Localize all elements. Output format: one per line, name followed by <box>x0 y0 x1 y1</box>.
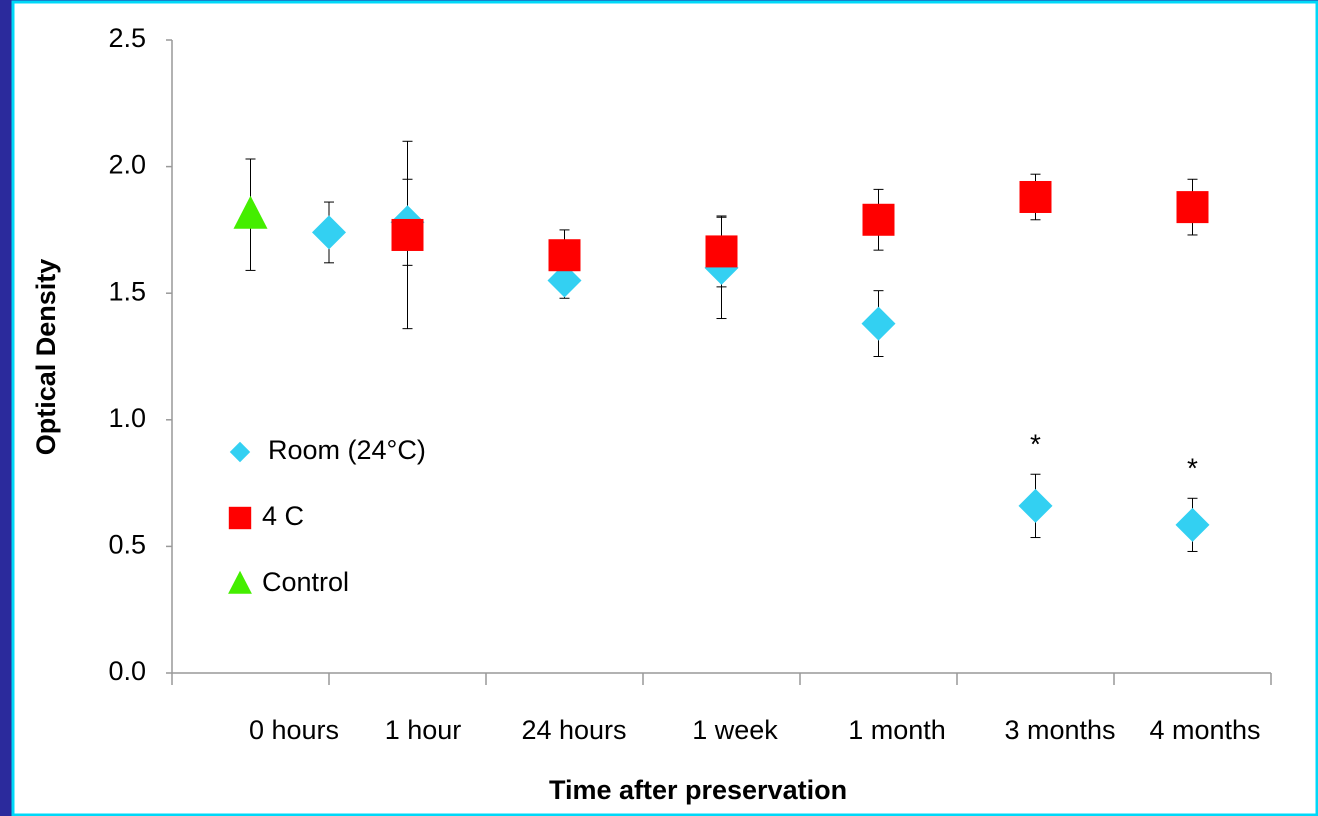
x-category-label: 1 hour <box>385 715 462 745</box>
annotation: * <box>1187 453 1198 484</box>
x-category-label: 1 month <box>848 715 946 745</box>
square-marker <box>705 235 738 268</box>
square-marker <box>862 203 895 236</box>
x-category-label: 24 hours <box>521 715 626 745</box>
legend-marker <box>229 441 251 463</box>
x-category-label: 3 months <box>1004 715 1115 745</box>
legend-marker <box>228 570 252 594</box>
square-marker <box>548 239 581 272</box>
legend-label: Room (24°C) <box>268 435 426 465</box>
y-tick-label: 0.0 <box>108 656 146 686</box>
diamond-marker <box>1175 507 1210 542</box>
legend-label: 4 C <box>262 501 304 531</box>
legend-label: Control <box>262 567 349 597</box>
square-marker <box>391 218 424 251</box>
diamond-marker <box>547 263 582 298</box>
x-category-label: 0 hours <box>249 715 339 745</box>
y-tick-label: 0.5 <box>108 530 146 560</box>
y-tick-label: 1.0 <box>108 403 146 433</box>
x-category-label: 1 week <box>692 715 778 745</box>
triangle-marker <box>233 195 268 229</box>
y-tick-label: 2.0 <box>108 150 146 180</box>
diamond-marker <box>312 215 346 250</box>
diamond-marker <box>861 306 896 341</box>
x-axis-title: Time after preservation <box>549 775 847 805</box>
diamond-marker <box>1018 488 1053 523</box>
x-category-label: 4 months <box>1149 715 1260 745</box>
y-tick-label: 2.5 <box>108 23 146 53</box>
panel <box>11 0 1318 816</box>
square-marker <box>1019 180 1052 213</box>
legend-marker <box>228 506 252 530</box>
annotation: * <box>1030 429 1041 460</box>
square-marker <box>1176 191 1209 224</box>
y-axis-title: Optical Density <box>31 259 61 456</box>
y-tick-label: 1.5 <box>108 276 146 306</box>
